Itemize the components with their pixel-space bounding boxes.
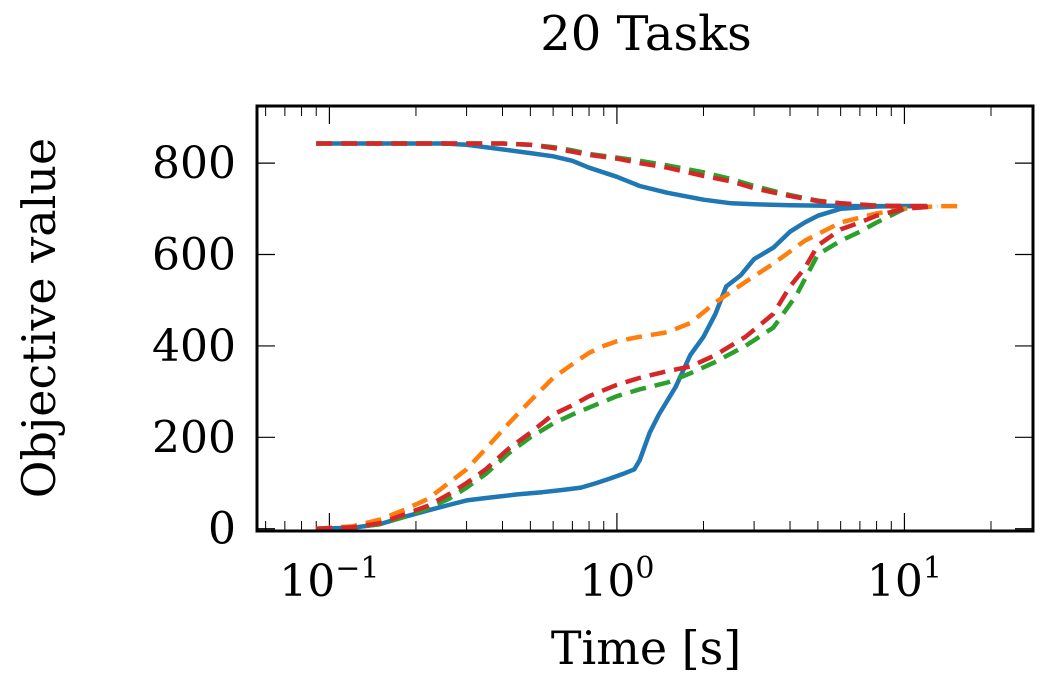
y-tick-label: 600 <box>152 230 236 281</box>
series-line-3 <box>316 203 928 531</box>
series-line-5 <box>316 203 938 531</box>
y-tick-label: 200 <box>152 412 236 463</box>
x-tick-label: 100 <box>579 551 654 607</box>
x-tick-label: 10−1 <box>279 551 379 607</box>
series-line-1 <box>316 141 928 209</box>
plot-frame <box>255 104 1035 533</box>
series-line-0 <box>316 203 928 531</box>
plot-area: 10−1 100 101 0 200 400 600 800 <box>152 104 1035 607</box>
y-tick-label: 800 <box>152 138 236 189</box>
x-axis-title: Time [s] <box>551 621 741 675</box>
x-tick-label: 101 <box>867 551 942 607</box>
y-tick-label: 400 <box>152 321 236 372</box>
y-tick-label: 0 <box>208 504 236 555</box>
chart-title: 20 Tasks <box>540 6 752 62</box>
series-line-2 <box>316 203 964 531</box>
y-axis-title: Objective value <box>12 138 66 498</box>
series-line-6 <box>316 141 928 209</box>
